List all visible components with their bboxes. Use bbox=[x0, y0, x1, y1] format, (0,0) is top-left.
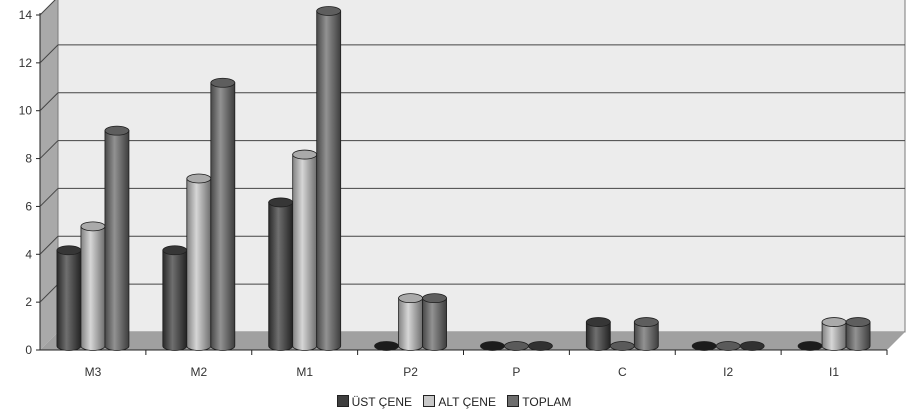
bar bbox=[797, 341, 823, 351]
x-tick-label: P bbox=[512, 365, 520, 379]
bar bbox=[210, 77, 236, 351]
bar bbox=[422, 293, 447, 351]
chart-legend: ÜST ÇENE ALT ÇENE TOPLAM bbox=[0, 395, 908, 409]
bar bbox=[186, 173, 212, 351]
gridline-side bbox=[39, 235, 59, 255]
gridline-side bbox=[39, 92, 59, 112]
legend-item-toplam: TOPLAM bbox=[507, 395, 571, 409]
bar bbox=[56, 245, 82, 351]
gridline-side bbox=[39, 140, 59, 159]
legend-swatch-toplam bbox=[507, 395, 520, 407]
bar bbox=[633, 317, 659, 351]
y-tick-label: 6 bbox=[25, 199, 32, 213]
bar bbox=[374, 341, 399, 351]
bar bbox=[691, 341, 717, 351]
legend-swatch-ust-cene bbox=[336, 395, 349, 407]
legend-swatch-alt-cene bbox=[423, 395, 436, 407]
bar bbox=[162, 245, 188, 351]
bar bbox=[104, 125, 130, 351]
x-tick-label: M3 bbox=[85, 365, 102, 379]
side-wall bbox=[40, 0, 58, 350]
y-tick-label: 14 bbox=[19, 8, 33, 22]
gridline-side bbox=[39, 283, 59, 303]
floor bbox=[40, 332, 905, 350]
bar bbox=[504, 341, 529, 351]
legend-item-ust-cene: ÜST ÇENE bbox=[336, 395, 413, 409]
chart-bars bbox=[56, 6, 871, 351]
y-tick-label: 2 bbox=[25, 295, 32, 309]
x-axis-ticks: M3 M2 M1 P2 P C I2 I1 bbox=[85, 350, 888, 379]
x-tick-label: P2 bbox=[403, 365, 418, 379]
bar bbox=[80, 221, 106, 351]
x-tick-label: I2 bbox=[723, 365, 733, 379]
legend-label-toplam: TOPLAM bbox=[522, 395, 572, 409]
x-tick-label: M1 bbox=[296, 365, 313, 379]
bar bbox=[316, 6, 342, 351]
y-tick-label: 0 bbox=[25, 343, 32, 357]
gridline-side bbox=[39, 0, 56, 16]
legend-item-alt-cene: ALT ÇENE bbox=[423, 395, 496, 409]
bar bbox=[739, 341, 765, 351]
bar bbox=[715, 341, 741, 351]
y-axis-ticks: 0 2 4 6 8 10 12 14 bbox=[19, 8, 40, 357]
x-tick-label: M2 bbox=[190, 365, 207, 379]
y-tick-label: 12 bbox=[19, 56, 33, 70]
bar bbox=[821, 317, 847, 351]
bar bbox=[268, 197, 294, 351]
legend-label-alt-cene: ALT ÇENE bbox=[438, 395, 496, 409]
legend-label-ust-cene: ÜST ÇENE bbox=[351, 395, 413, 409]
y-tick-label: 4 bbox=[25, 247, 32, 261]
bar bbox=[292, 149, 318, 351]
y-tick-label: 8 bbox=[25, 152, 32, 166]
x-tick-label: I1 bbox=[829, 365, 839, 379]
y-tick-label: 10 bbox=[19, 104, 33, 118]
x-tick-label: C bbox=[618, 365, 627, 379]
bar bbox=[585, 317, 611, 351]
bar bbox=[398, 293, 423, 351]
bar bbox=[528, 341, 553, 351]
gridline-side bbox=[39, 44, 59, 64]
bar bbox=[845, 317, 871, 351]
bar bbox=[480, 341, 505, 351]
bar bbox=[609, 341, 635, 351]
gridline-side bbox=[39, 188, 59, 207]
